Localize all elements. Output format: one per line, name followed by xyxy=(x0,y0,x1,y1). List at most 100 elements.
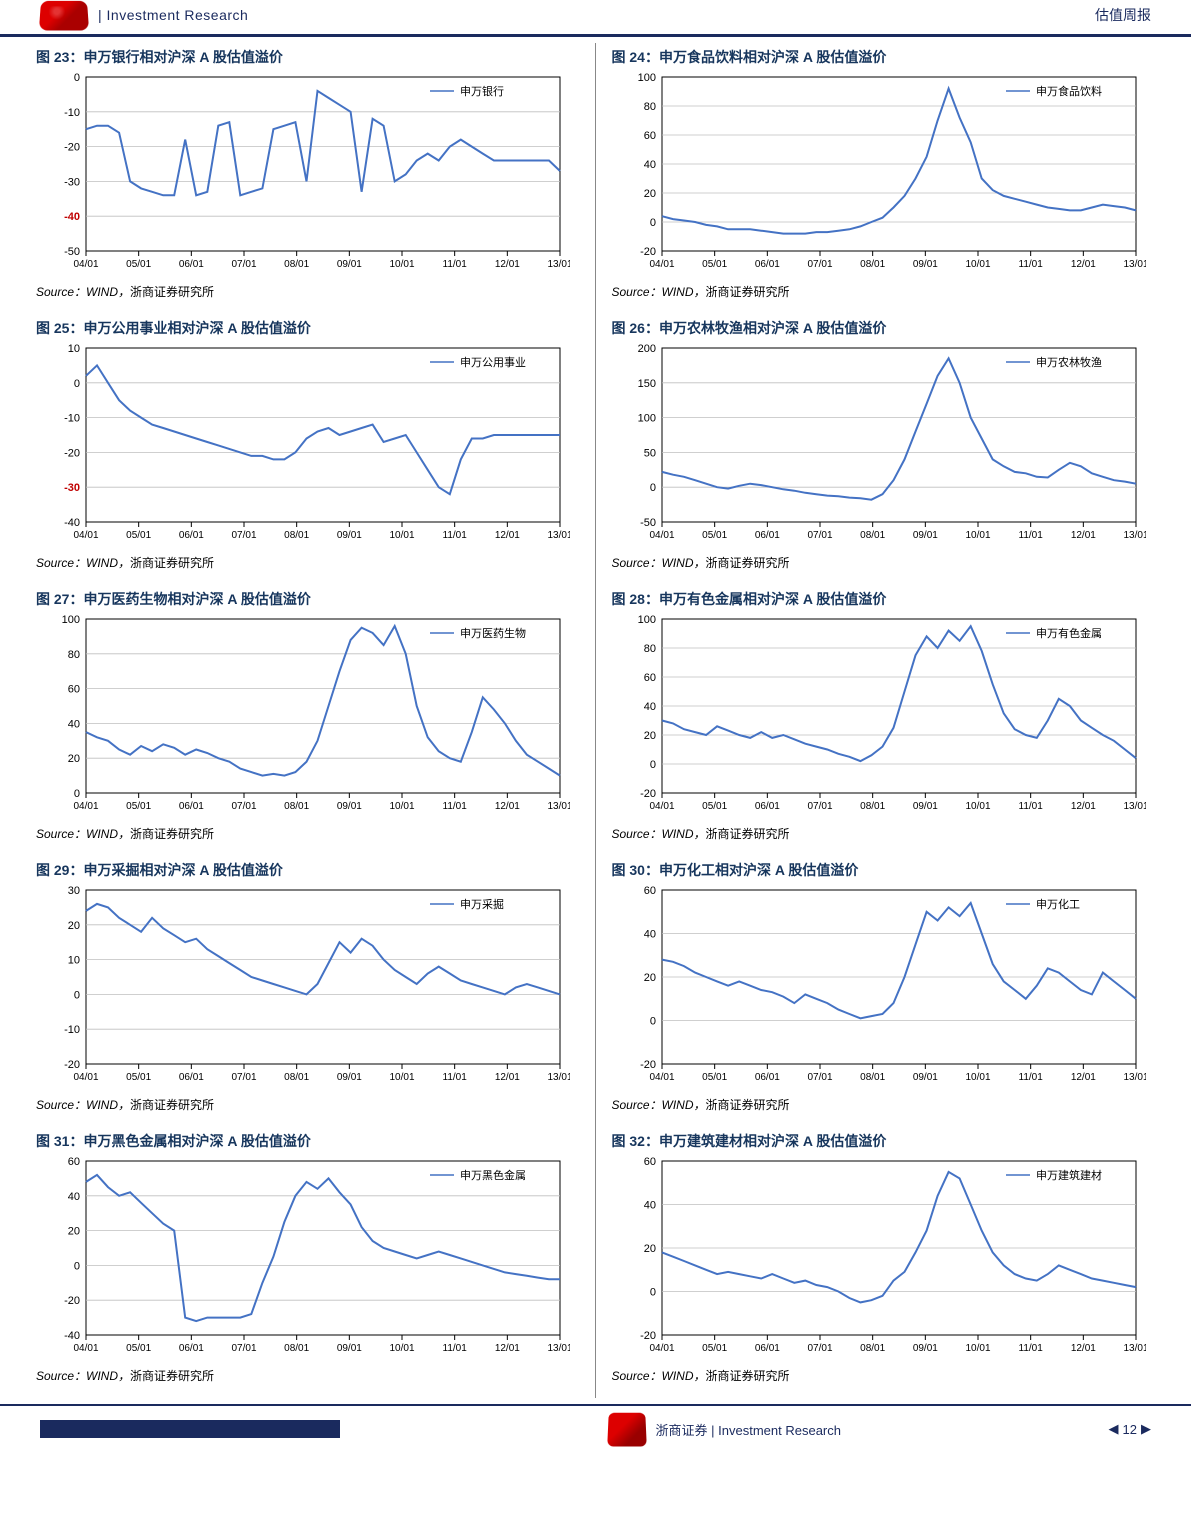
svg-text:04/01: 04/01 xyxy=(649,530,674,541)
svg-text:60: 60 xyxy=(643,1156,655,1168)
header-left: | Investment Research xyxy=(40,0,248,30)
svg-text:-50: -50 xyxy=(64,246,80,258)
svg-text:05/01: 05/01 xyxy=(702,259,727,270)
svg-text:11/01: 11/01 xyxy=(443,801,468,812)
svg-text:08/01: 08/01 xyxy=(284,1072,309,1083)
svg-text:10/01: 10/01 xyxy=(389,1072,414,1083)
chart-svg: 02040608010004/0105/0106/0107/0108/0109/… xyxy=(30,611,570,821)
svg-text:11/01: 11/01 xyxy=(443,530,468,541)
svg-text:10: 10 xyxy=(68,343,80,355)
svg-text:12/01: 12/01 xyxy=(1070,1343,1095,1354)
charts-grid: 图 23：申万银行相对沪深 A 股估值溢价-50-40-30-20-10004/… xyxy=(0,37,1191,1398)
chart-svg: -2002040608010004/0105/0106/0107/0108/01… xyxy=(606,611,1146,821)
svg-text:13/01: 13/01 xyxy=(1123,801,1146,812)
chart-wrap: -2002040608010004/0105/0106/0107/0108/01… xyxy=(606,69,1162,279)
svg-text:11/01: 11/01 xyxy=(1018,801,1043,812)
svg-text:150: 150 xyxy=(637,378,655,390)
svg-text:0: 0 xyxy=(649,1287,655,1299)
svg-text:20: 20 xyxy=(643,972,655,984)
svg-text:13/01: 13/01 xyxy=(1123,1072,1146,1083)
chart-svg: -5005010015020004/0105/0106/0107/0108/01… xyxy=(606,340,1146,550)
svg-text:40: 40 xyxy=(643,929,655,941)
svg-text:申万化工: 申万化工 xyxy=(1036,897,1080,911)
svg-text:60: 60 xyxy=(643,130,655,142)
svg-text:申万建筑建材: 申万建筑建材 xyxy=(1036,1168,1102,1182)
chart-cell: 图 28：申万有色金属相对沪深 A 股估值溢价-2002040608010004… xyxy=(596,585,1172,856)
svg-text:07/01: 07/01 xyxy=(807,259,832,270)
svg-text:04/01: 04/01 xyxy=(649,801,674,812)
header-right-text: 估值周报 xyxy=(1095,5,1151,25)
svg-text:08/01: 08/01 xyxy=(284,530,309,541)
svg-text:20: 20 xyxy=(68,753,80,765)
chart-wrap: -40-20020406004/0105/0106/0107/0108/0109… xyxy=(30,1153,585,1363)
svg-text:06/01: 06/01 xyxy=(179,801,204,812)
svg-text:13/01: 13/01 xyxy=(1123,530,1146,541)
svg-text:10/01: 10/01 xyxy=(389,530,414,541)
svg-text:-40: -40 xyxy=(64,1330,80,1342)
svg-text:10/01: 10/01 xyxy=(965,1072,990,1083)
svg-text:08/01: 08/01 xyxy=(284,801,309,812)
svg-text:-20: -20 xyxy=(640,1059,656,1071)
svg-text:06/01: 06/01 xyxy=(179,530,204,541)
chart-svg: -2002040608010004/0105/0106/0107/0108/01… xyxy=(606,69,1146,279)
svg-text:06/01: 06/01 xyxy=(179,1072,204,1083)
svg-text:07/01: 07/01 xyxy=(231,1072,256,1083)
svg-text:-20: -20 xyxy=(64,1059,80,1071)
svg-text:11/01: 11/01 xyxy=(1018,259,1043,270)
svg-text:13/01: 13/01 xyxy=(547,259,570,270)
svg-text:13/01: 13/01 xyxy=(1123,259,1146,270)
chart-source: Source：WIND，浙商证券研究所 xyxy=(612,283,1162,300)
svg-text:07/01: 07/01 xyxy=(807,801,832,812)
svg-text:04/01: 04/01 xyxy=(73,1343,98,1354)
svg-text:0: 0 xyxy=(649,1016,655,1028)
chart-title: 图 23：申万银行相对沪深 A 股估值溢价 xyxy=(36,47,585,67)
svg-text:04/01: 04/01 xyxy=(73,801,98,812)
svg-text:05/01: 05/01 xyxy=(702,1343,727,1354)
svg-text:0: 0 xyxy=(649,759,655,771)
svg-text:-30: -30 xyxy=(64,176,80,188)
svg-text:-20: -20 xyxy=(640,788,656,800)
svg-text:10/01: 10/01 xyxy=(965,530,990,541)
svg-text:09/01: 09/01 xyxy=(337,259,362,270)
svg-text:06/01: 06/01 xyxy=(754,1072,779,1083)
svg-text:40: 40 xyxy=(68,1191,80,1203)
svg-text:08/01: 08/01 xyxy=(860,259,885,270)
svg-text:100: 100 xyxy=(637,413,655,425)
svg-text:13/01: 13/01 xyxy=(547,1343,570,1354)
svg-text:09/01: 09/01 xyxy=(337,530,362,541)
chart-wrap: -40-30-20-1001004/0105/0106/0107/0108/01… xyxy=(30,340,585,550)
svg-text:13/01: 13/01 xyxy=(547,801,570,812)
svg-text:80: 80 xyxy=(643,643,655,655)
svg-text:-40: -40 xyxy=(64,517,80,529)
svg-text:10: 10 xyxy=(68,955,80,967)
svg-text:-10: -10 xyxy=(64,107,80,119)
svg-text:13/01: 13/01 xyxy=(547,530,570,541)
chart-title: 图 32：申万建筑建材相对沪深 A 股估值溢价 xyxy=(612,1131,1162,1151)
svg-text:11/01: 11/01 xyxy=(1018,1072,1043,1083)
chart-wrap: -2002040608010004/0105/0106/0107/0108/01… xyxy=(606,611,1162,821)
svg-text:申万医药生物: 申万医药生物 xyxy=(460,626,526,640)
svg-text:05/01: 05/01 xyxy=(702,530,727,541)
svg-text:12/01: 12/01 xyxy=(1070,801,1095,812)
svg-text:申万食品饮料: 申万食品饮料 xyxy=(1036,84,1102,98)
chart-source: Source：WIND，浙商证券研究所 xyxy=(612,1367,1162,1384)
svg-text:0: 0 xyxy=(74,989,80,1001)
chart-wrap: -20-10010203004/0105/0106/0107/0108/0109… xyxy=(30,882,585,1092)
page-number: ◀12▶ xyxy=(1109,1421,1151,1437)
svg-text:07/01: 07/01 xyxy=(807,530,832,541)
svg-text:09/01: 09/01 xyxy=(337,1072,362,1083)
svg-text:100: 100 xyxy=(637,72,655,84)
svg-text:20: 20 xyxy=(68,1226,80,1238)
svg-text:80: 80 xyxy=(643,101,655,113)
svg-text:04/01: 04/01 xyxy=(649,1343,674,1354)
chart-title: 图 28：申万有色金属相对沪深 A 股估值溢价 xyxy=(612,589,1162,609)
svg-text:12/01: 12/01 xyxy=(1070,1072,1095,1083)
svg-text:0: 0 xyxy=(74,1260,80,1272)
svg-text:05/01: 05/01 xyxy=(702,1072,727,1083)
chart-svg: -20-10010203004/0105/0106/0107/0108/0109… xyxy=(30,882,570,1092)
chart-wrap: -50-40-30-20-10004/0105/0106/0107/0108/0… xyxy=(30,69,585,279)
svg-text:11/01: 11/01 xyxy=(443,259,468,270)
svg-text:60: 60 xyxy=(68,684,80,696)
svg-text:30: 30 xyxy=(68,885,80,897)
footer-logo-icon xyxy=(607,1413,647,1447)
